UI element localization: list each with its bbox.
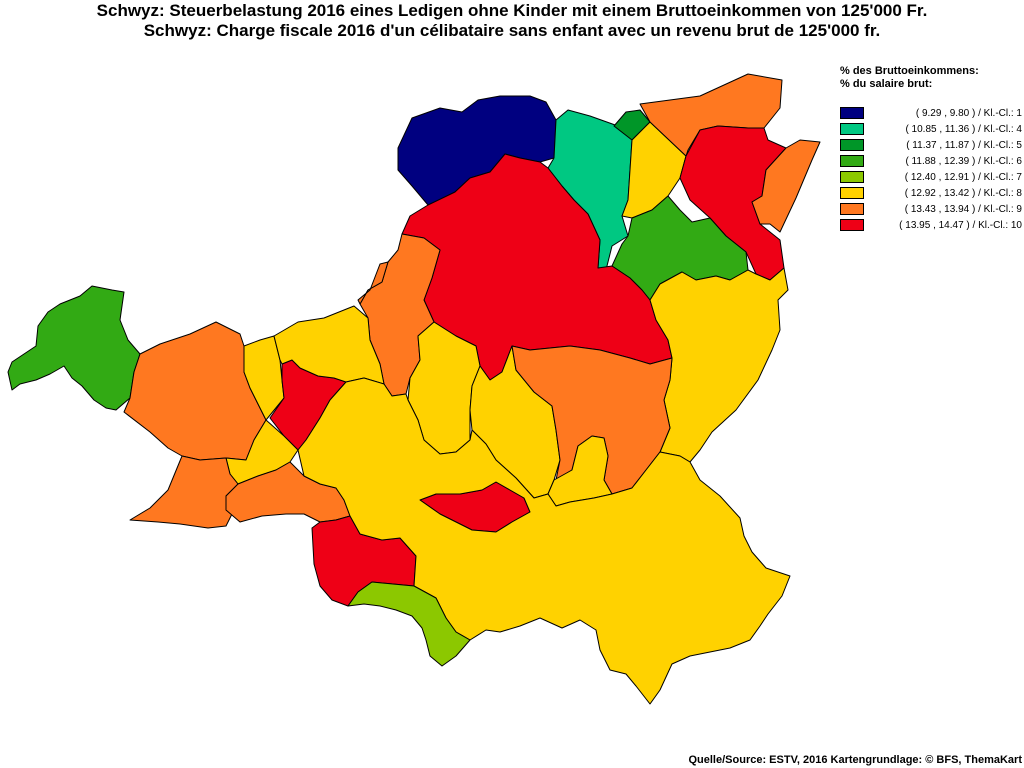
legend-item: ( 13.95 , 14.47 ) / Kl.-Cl.: 10	[840, 218, 1024, 233]
legend-swatch	[840, 187, 864, 199]
legend-heading-german: % des Bruttoeinkommens:	[840, 65, 979, 77]
legend-heading-french: % du salaire brut:	[840, 78, 933, 90]
legend-item: ( 10.85 , 11.36 ) / Kl.-Cl.: 4	[840, 122, 1024, 137]
legend-swatch	[840, 203, 864, 215]
legend-label: ( 11.37 , 11.87 ) / Kl.-Cl.: 5	[906, 140, 1022, 151]
legend-item: ( 11.37 , 11.87 ) / Kl.-Cl.: 5	[840, 138, 1024, 153]
region-south-lime	[347, 581, 471, 667]
region-east-strip-orange	[751, 139, 821, 233]
legend-label: ( 11.88 , 12.39 ) / Kl.-Cl.: 6	[905, 156, 1022, 167]
legend-item: ( 13.43 , 13.94 ) / Kl.-Cl.: 9	[840, 202, 1024, 217]
region-west-orange	[123, 321, 267, 461]
legend-swatch	[840, 123, 864, 135]
legend-label: ( 12.92 , 13.42 ) / Kl.-Cl.: 8	[904, 188, 1022, 199]
legend-item: ( 12.40 , 12.91 ) / Kl.-Cl.: 7	[840, 170, 1024, 185]
legend-swatch	[840, 171, 864, 183]
legend-swatch	[840, 139, 864, 151]
legend-label: ( 13.95 , 14.47 ) / Kl.-Cl.: 10	[899, 220, 1022, 231]
legend-swatch	[840, 155, 864, 167]
legend-label: ( 13.43 , 13.94 ) / Kl.-Cl.: 9	[904, 204, 1022, 215]
legend-item: ( 11.88 , 12.39 ) / Kl.-Cl.: 6	[840, 154, 1024, 169]
legend-swatch	[840, 107, 864, 119]
region-east-orange	[357, 261, 389, 305]
map-title-german: Schwyz: Steuerbelastung 2016 eines Ledig…	[96, 1, 928, 20]
legend-item: ( 12.92 , 13.42 ) / Kl.-Cl.: 8	[840, 186, 1024, 201]
legend-label: ( 10.85 , 11.36 ) / Kl.-Cl.: 4	[905, 124, 1022, 135]
legend-item: ( 9.29 , 9.80 ) / Kl.-Cl.: 1	[840, 106, 1024, 121]
map-title-french: Schwyz: Charge fiscale 2016 d'un célibat…	[143, 21, 881, 40]
source-note: Quelle/Source: ESTV, 2016 Kartengrundlag…	[688, 754, 1022, 766]
legend-swatch	[840, 219, 864, 231]
region-north-small-green	[613, 109, 651, 141]
legend-label: ( 9.29 , 9.80 ) / Kl.-Cl.: 1	[915, 108, 1022, 119]
legend-label: ( 12.40 , 12.91 ) / Kl.-Cl.: 7	[904, 172, 1022, 183]
region-west-green	[7, 285, 141, 411]
region-south-west-orange	[129, 455, 239, 529]
